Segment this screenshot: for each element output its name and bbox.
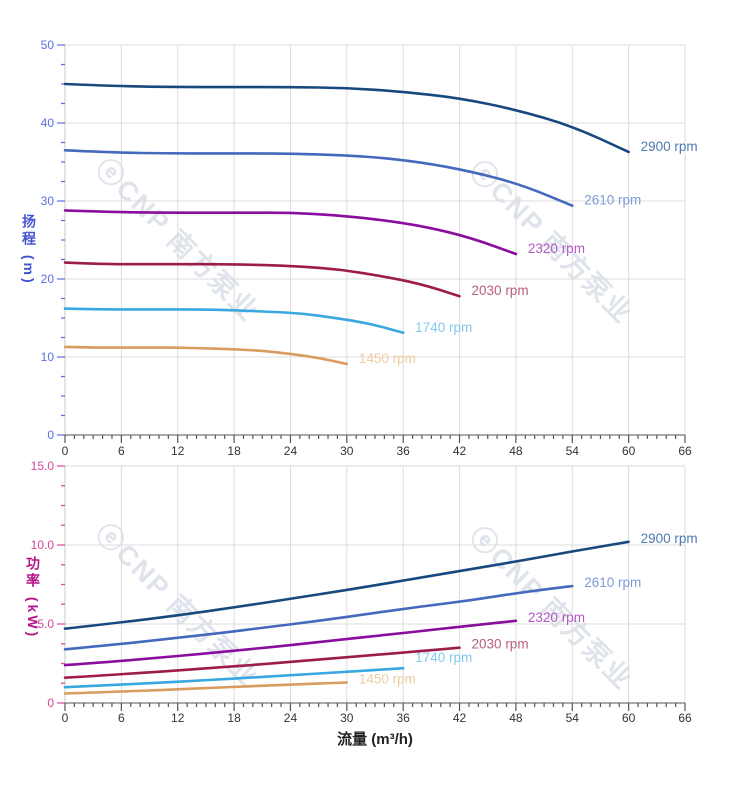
- x-tick-label: 66: [678, 444, 692, 458]
- y-tick-label: 20: [41, 272, 55, 286]
- x-tick-label: 0: [62, 711, 69, 725]
- x-tick-label: 6: [118, 711, 125, 725]
- x-tick-label: 18: [227, 711, 241, 725]
- curve-2900-rpm: [63, 540, 630, 630]
- x-tick-label: 66: [678, 711, 692, 725]
- curve-label-1740-rpm: 1740 rpm: [415, 320, 472, 335]
- power-axis-title: 功率 (kW): [25, 556, 41, 640]
- x-tick-label: 36: [397, 711, 411, 725]
- y-tick-label: 15.0: [31, 459, 55, 473]
- curve-2320-rpm: [63, 209, 518, 256]
- power-chart: 0 5.0 10.0 15.0 0 6 12 18 24 30 36 42 48 54 60 66 2900 r…: [31, 459, 698, 725]
- x-tick-label: 24: [284, 711, 298, 725]
- x-tick-label: 42: [453, 711, 467, 725]
- x-tick-label: 60: [622, 711, 636, 725]
- y-tick-label: 5.0: [37, 617, 54, 631]
- x-tick-label: 48: [509, 711, 523, 725]
- y-tick-label: 10: [41, 350, 55, 364]
- y-tick-label: 0: [47, 428, 54, 442]
- x-tick-label: 54: [566, 444, 580, 458]
- curve-label-2030-rpm: 2030 rpm: [472, 637, 529, 652]
- curve-label-2900-rpm: 2900 rpm: [641, 139, 698, 154]
- curve-label-2030-rpm: 2030 rpm: [472, 283, 529, 298]
- curve-label-2320-rpm: 2320 rpm: [528, 241, 585, 256]
- curve-label-2610-rpm: 2610 rpm: [584, 575, 641, 590]
- head-axis-title: 扬程 (m): [21, 214, 37, 286]
- x-tick-label: 30: [340, 444, 354, 458]
- curve-2030-rpm: [63, 646, 461, 679]
- x-tick-label: 12: [171, 711, 185, 725]
- curve-label-2320-rpm: 2320 rpm: [528, 610, 585, 625]
- y-axis: 0 10 20 30 40 50: [41, 38, 66, 442]
- y-tick-label: 50: [41, 38, 55, 52]
- y-tick-label: 40: [41, 116, 55, 130]
- gridlines: [65, 44, 686, 435]
- curve-1450-rpm: [63, 681, 349, 695]
- curve-label-2900-rpm: 2900 rpm: [641, 531, 698, 546]
- x-tick-label: 6: [118, 444, 125, 458]
- head-chart: 0 10 20 30 40 50 0 6 12 18 24 30 36 42 48 54 60 66 2900 rp…: [41, 38, 698, 458]
- y-tick-label: 30: [41, 194, 55, 208]
- curve-2320-rpm: [63, 619, 518, 667]
- x-tick-label: 36: [397, 444, 411, 458]
- x-tick-label: 18: [227, 444, 241, 458]
- curve-label-2610-rpm: 2610 rpm: [584, 193, 641, 208]
- y-tick-label: 10.0: [31, 538, 55, 552]
- curve-1740-rpm: [63, 666, 405, 689]
- x-tick-label: 24: [284, 444, 298, 458]
- x-tick-label: 12: [171, 444, 185, 458]
- y-tick-label: 0: [47, 696, 54, 710]
- x-tick-label: 42: [453, 444, 467, 458]
- x-tick-label: 60: [622, 444, 636, 458]
- curve-2610-rpm: [63, 584, 574, 651]
- curve-label-1740-rpm: 1740 rpm: [415, 650, 472, 665]
- y-axis: 0 5.0 10.0 15.0: [31, 459, 66, 710]
- curve-2610-rpm: [63, 149, 574, 207]
- curve-label-1450-rpm: 1450 rpm: [359, 671, 416, 686]
- x-axis: 0 6 12 18 24 30 36 42 48 54 60 66: [62, 702, 692, 725]
- x-tick-label: 54: [566, 711, 580, 725]
- curve-2030-rpm: [63, 261, 461, 298]
- x-axis: 0 6 12 18 24 30 36 42 48 54 60 66: [62, 434, 692, 458]
- curve-label-1450-rpm: 1450 rpm: [359, 351, 416, 366]
- curve-1740-rpm: [63, 307, 405, 335]
- flow-axis-title: 流量 (m³/h): [337, 731, 413, 748]
- x-tick-label: 30: [340, 711, 354, 725]
- gridlines: [65, 465, 686, 703]
- curve-1450-rpm: [63, 345, 349, 366]
- x-tick-label: 0: [62, 444, 69, 458]
- curve-2900-rpm: [63, 82, 630, 154]
- x-tick-label: 48: [509, 444, 523, 458]
